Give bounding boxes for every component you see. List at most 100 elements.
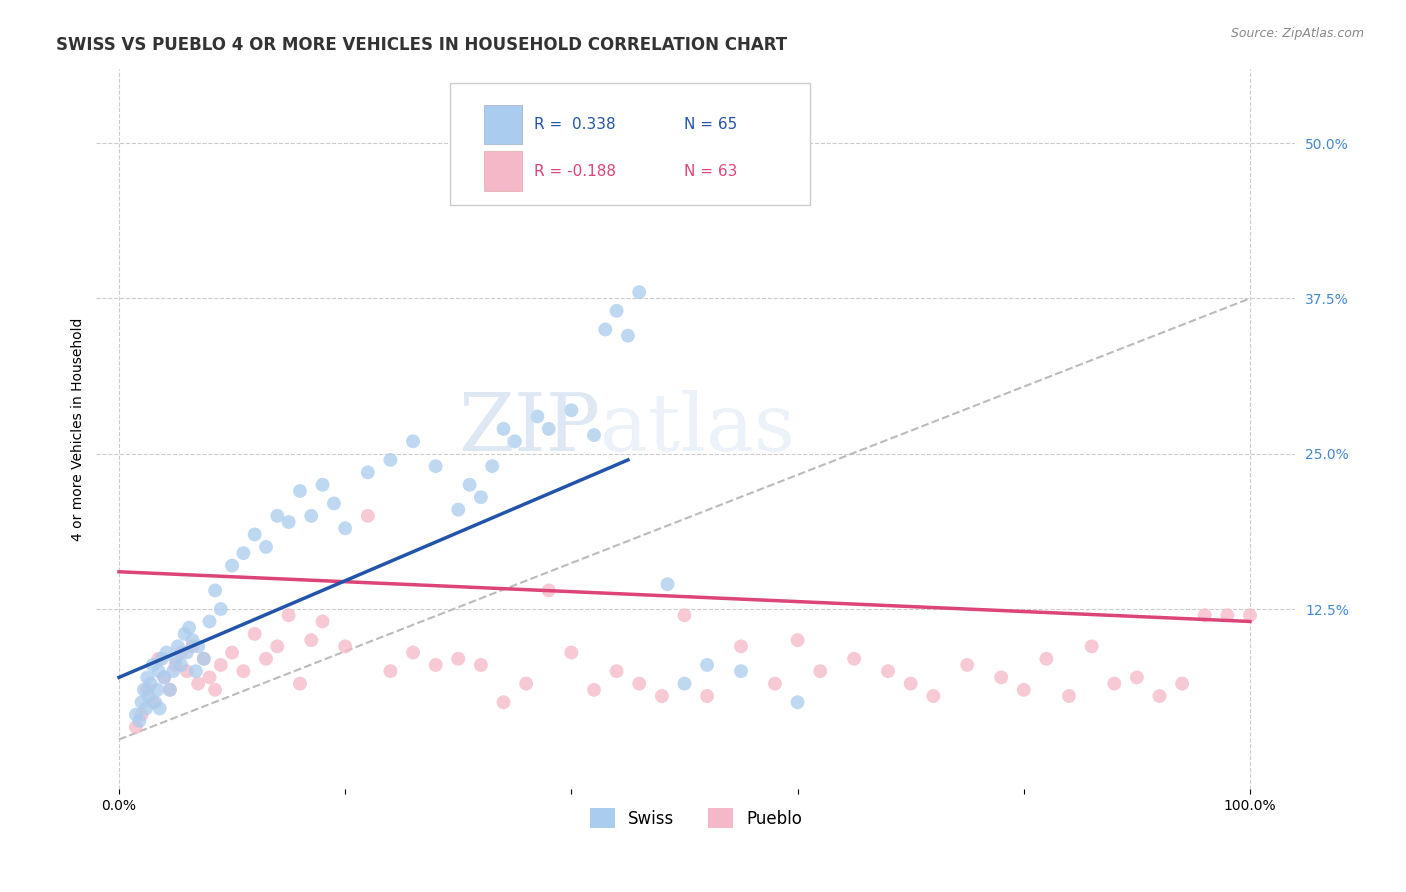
Point xyxy=(696,657,718,672)
Point xyxy=(956,657,979,672)
Point xyxy=(696,689,718,703)
Point xyxy=(209,657,232,672)
Point xyxy=(204,583,226,598)
Point xyxy=(492,695,515,709)
Point xyxy=(582,682,605,697)
FancyBboxPatch shape xyxy=(484,104,522,145)
Point xyxy=(311,477,333,491)
Point xyxy=(595,322,617,336)
Point xyxy=(380,453,402,467)
Point xyxy=(1104,676,1126,690)
Point xyxy=(1171,676,1194,690)
Text: R =  0.338: R = 0.338 xyxy=(534,117,616,131)
Point xyxy=(1057,689,1080,703)
Text: SWISS VS PUEBLO 4 OR MORE VEHICLES IN HOUSEHOLD CORRELATION CHART: SWISS VS PUEBLO 4 OR MORE VEHICLES IN HO… xyxy=(56,36,787,54)
Point xyxy=(193,652,215,666)
Point xyxy=(560,403,582,417)
Point xyxy=(131,707,153,722)
Point xyxy=(786,695,808,709)
Point xyxy=(153,670,176,684)
Point xyxy=(1149,689,1171,703)
Point xyxy=(132,682,155,697)
Point xyxy=(458,477,481,491)
Point xyxy=(673,676,696,690)
Point xyxy=(470,490,492,504)
Point xyxy=(657,577,679,591)
Point xyxy=(177,621,200,635)
Point xyxy=(221,558,243,573)
Point xyxy=(162,664,184,678)
Point xyxy=(1126,670,1149,684)
FancyBboxPatch shape xyxy=(484,152,522,191)
Point xyxy=(165,652,187,666)
Point xyxy=(842,652,865,666)
Point xyxy=(142,695,165,709)
Point xyxy=(299,633,322,648)
Point xyxy=(254,540,277,554)
Point xyxy=(322,496,344,510)
Point xyxy=(277,608,299,623)
Point xyxy=(617,328,640,343)
Point xyxy=(560,646,582,660)
Point xyxy=(266,508,288,523)
Point xyxy=(148,664,170,678)
Point xyxy=(176,664,198,678)
Point xyxy=(922,689,945,703)
Point xyxy=(148,652,170,666)
Point xyxy=(221,646,243,660)
Point xyxy=(900,676,922,690)
Point xyxy=(357,466,380,480)
Point xyxy=(380,664,402,678)
Point xyxy=(165,657,187,672)
Point xyxy=(425,657,447,672)
Point xyxy=(166,640,188,654)
Text: N = 63: N = 63 xyxy=(683,164,737,179)
Point xyxy=(526,409,548,424)
Point xyxy=(515,676,537,690)
Point xyxy=(181,633,204,648)
Point xyxy=(1012,682,1035,697)
Point xyxy=(447,652,470,666)
Point xyxy=(470,657,492,672)
Text: R = -0.188: R = -0.188 xyxy=(534,164,616,179)
Point xyxy=(730,664,752,678)
Point xyxy=(176,646,198,660)
Point xyxy=(193,652,215,666)
Point xyxy=(139,676,162,690)
Y-axis label: 4 or more Vehicles in Household: 4 or more Vehicles in Household xyxy=(72,318,86,541)
Point xyxy=(173,627,195,641)
Point xyxy=(204,682,226,697)
Point xyxy=(170,657,193,672)
Point xyxy=(582,428,605,442)
Point xyxy=(184,664,207,678)
Point xyxy=(142,657,165,672)
Point xyxy=(149,701,172,715)
Point xyxy=(606,303,628,318)
Point xyxy=(1194,608,1216,623)
Point xyxy=(402,434,425,449)
Point xyxy=(673,608,696,623)
Point xyxy=(1239,608,1261,623)
Point xyxy=(402,646,425,660)
Point xyxy=(153,670,176,684)
Point xyxy=(243,627,266,641)
Point xyxy=(128,714,150,728)
Point xyxy=(131,695,153,709)
Point xyxy=(187,640,209,654)
Point xyxy=(187,676,209,690)
Point xyxy=(288,676,311,690)
Point xyxy=(232,546,254,560)
Point xyxy=(786,633,808,648)
FancyBboxPatch shape xyxy=(450,83,810,205)
Point xyxy=(311,615,333,629)
Text: atlas: atlas xyxy=(600,390,794,468)
Point xyxy=(159,682,181,697)
Point xyxy=(628,676,651,690)
Point xyxy=(730,640,752,654)
Point xyxy=(243,527,266,541)
Point xyxy=(150,652,173,666)
Point xyxy=(335,640,357,654)
Point xyxy=(125,707,148,722)
Point xyxy=(136,670,159,684)
Point xyxy=(537,422,560,436)
